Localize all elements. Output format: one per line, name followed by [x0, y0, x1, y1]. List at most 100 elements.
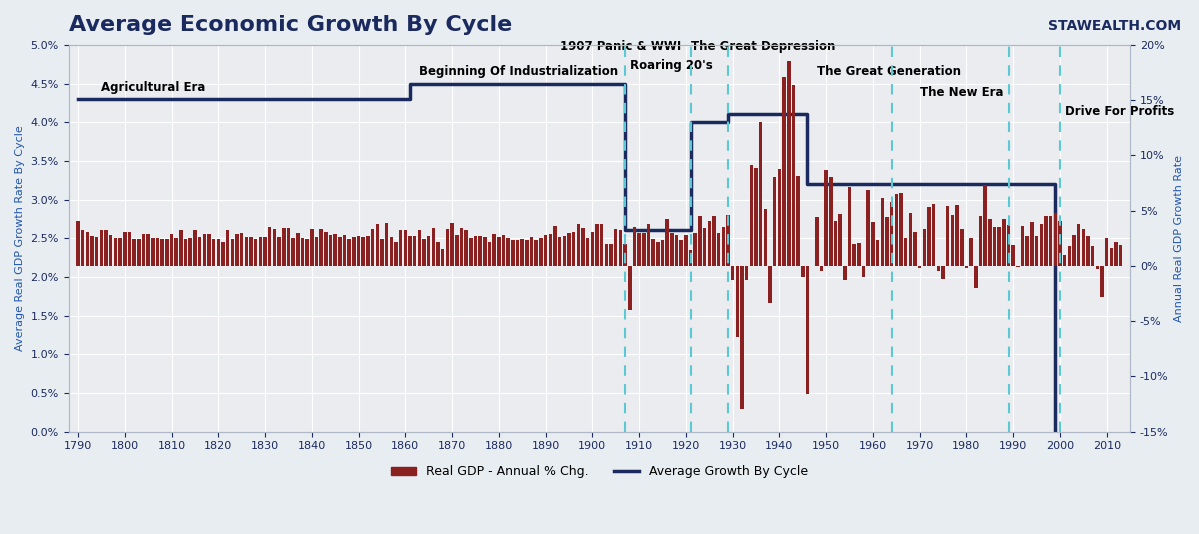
Bar — [207, 234, 211, 266]
Bar — [707, 221, 711, 266]
Bar — [867, 190, 870, 266]
Bar — [548, 234, 552, 266]
Bar — [591, 232, 595, 266]
Bar — [493, 234, 496, 266]
Bar — [675, 235, 679, 266]
Bar — [436, 241, 440, 266]
Bar — [680, 240, 683, 266]
Text: STAWEALTH.COM: STAWEALTH.COM — [1048, 19, 1181, 33]
Bar — [595, 224, 598, 266]
Bar — [264, 237, 267, 266]
Text: Beginning Of Industrialization: Beginning Of Industrialization — [420, 65, 619, 78]
Bar — [1059, 221, 1061, 266]
Bar — [520, 239, 524, 266]
Bar — [474, 236, 477, 266]
Bar — [464, 231, 468, 266]
Text: Average Economic Growth By Cycle: Average Economic Growth By Cycle — [68, 15, 512, 35]
Bar — [1040, 224, 1043, 266]
Bar — [267, 227, 271, 266]
Bar — [661, 240, 664, 266]
Bar — [769, 266, 772, 303]
Bar — [633, 227, 637, 266]
Bar — [727, 215, 730, 266]
Bar — [412, 236, 416, 266]
Bar — [483, 237, 487, 266]
Bar — [348, 239, 351, 266]
Bar — [899, 193, 903, 266]
Bar — [1025, 236, 1029, 266]
Bar — [665, 219, 669, 266]
Bar — [516, 240, 519, 266]
Bar — [1002, 219, 1006, 266]
Bar — [404, 231, 408, 266]
Bar — [829, 177, 832, 266]
Bar — [778, 169, 782, 266]
Bar — [535, 240, 538, 266]
Bar — [875, 240, 879, 266]
Bar — [506, 238, 510, 266]
Bar — [1044, 216, 1048, 266]
Bar — [375, 224, 379, 266]
Y-axis label: Average Real GDP Growth Rate By Cycle: Average Real GDP Growth Rate By Cycle — [16, 125, 25, 351]
Bar — [408, 236, 411, 266]
Bar — [123, 232, 127, 266]
Bar — [1049, 216, 1053, 266]
Bar — [693, 233, 697, 266]
Bar — [1081, 230, 1085, 266]
Bar — [80, 231, 84, 266]
Bar — [572, 232, 576, 266]
Bar — [306, 239, 309, 266]
Bar — [254, 239, 258, 266]
Bar — [951, 215, 954, 266]
Bar — [1016, 266, 1019, 267]
Bar — [731, 266, 735, 280]
Bar — [796, 176, 800, 266]
Bar — [132, 239, 135, 266]
Bar — [90, 236, 94, 266]
Bar — [291, 238, 295, 266]
Bar — [235, 234, 239, 266]
Bar — [188, 238, 192, 266]
Bar — [890, 202, 893, 266]
Bar — [1007, 225, 1011, 266]
Bar — [137, 239, 140, 266]
Bar — [553, 226, 556, 266]
Bar — [969, 238, 972, 266]
Bar — [459, 228, 463, 266]
Bar — [843, 266, 846, 280]
Bar — [956, 205, 959, 266]
Bar — [488, 241, 492, 266]
Bar — [357, 236, 361, 266]
Bar — [530, 237, 534, 266]
Bar — [838, 214, 842, 266]
Bar — [749, 166, 753, 266]
Bar — [230, 239, 234, 266]
Bar — [324, 232, 327, 266]
Bar — [759, 122, 763, 266]
Bar — [862, 266, 866, 277]
Bar — [1072, 235, 1076, 266]
Bar — [77, 221, 80, 266]
Text: Agricultural Era: Agricultural Era — [102, 81, 206, 93]
Bar — [454, 235, 458, 266]
Bar — [754, 168, 758, 266]
Bar — [441, 249, 445, 266]
Bar — [446, 230, 450, 266]
Bar — [946, 206, 950, 266]
Bar — [296, 233, 300, 266]
Text: Drive For Profits: Drive For Profits — [1065, 105, 1174, 119]
Bar — [399, 231, 403, 266]
Y-axis label: Annual Real GDP Growth Rate: Annual Real GDP Growth Rate — [1174, 155, 1183, 321]
Bar — [806, 266, 809, 394]
Bar — [478, 236, 482, 266]
Bar — [161, 239, 164, 266]
Bar — [638, 233, 641, 266]
Bar — [151, 238, 155, 266]
Bar — [165, 239, 169, 266]
Bar — [1067, 246, 1071, 266]
Bar — [287, 228, 290, 266]
Bar — [852, 244, 856, 266]
Bar — [577, 224, 580, 266]
Bar — [703, 228, 706, 266]
Bar — [380, 239, 384, 266]
